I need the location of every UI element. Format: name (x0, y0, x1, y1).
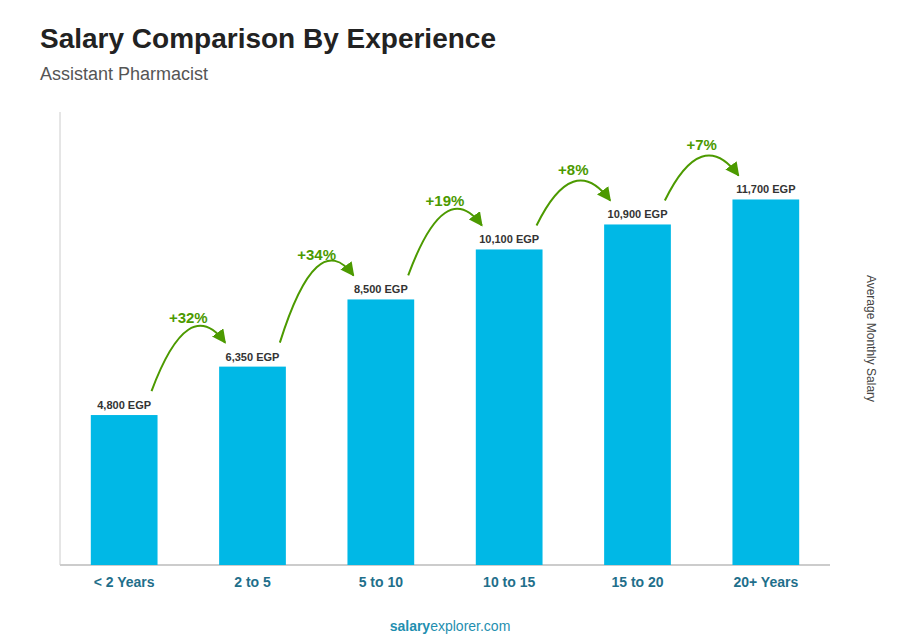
bar (347, 299, 414, 565)
change-arrow (408, 209, 482, 276)
change-arrow (280, 260, 354, 342)
bar (732, 199, 799, 565)
change-arrow (665, 155, 739, 200)
change-label: +7% (686, 136, 716, 153)
bar (476, 249, 543, 565)
watermark: salaryexplorer.com (390, 618, 511, 634)
y-axis-line (60, 112, 61, 565)
bar (604, 224, 671, 565)
title: Salary Comparison By Experience (40, 23, 496, 54)
subtitle: Assistant Pharmacist (40, 64, 208, 84)
change-arrow (537, 180, 611, 225)
value-label: 11,700 EGP (736, 183, 795, 195)
x-tick-label: 20+ Years (733, 574, 798, 590)
change-arrows (152, 155, 739, 391)
x-tick-label: 15 to 20 (611, 574, 663, 590)
x-tick-label: < 2 Years (94, 574, 155, 590)
watermark-bold: salary (390, 618, 431, 634)
chart-container: Salary Comparison By Experience Assistant… (0, 0, 900, 641)
value-label: 4,800 EGP (97, 399, 151, 411)
bars (91, 199, 799, 565)
watermark-normal: explorer.com (430, 618, 510, 634)
bar (91, 415, 158, 565)
x-tick-label: 2 to 5 (234, 574, 271, 590)
x-axis-line (60, 565, 830, 566)
change-arrow (152, 326, 226, 391)
x-tick-label: 5 to 10 (359, 574, 404, 590)
chart: Salary Comparison By Experience Assistant… (0, 0, 900, 641)
bar (219, 367, 286, 565)
value-label: 10,900 EGP (608, 208, 668, 220)
change-label: +19% (426, 192, 465, 209)
value-label: 8,500 EGP (354, 283, 408, 295)
change-label: +32% (169, 309, 208, 326)
value-label: 10,100 EGP (479, 233, 539, 245)
value-label: 6,350 EGP (226, 351, 280, 363)
x-tick-label: 10 to 15 (483, 574, 535, 590)
change-label: +34% (297, 246, 336, 263)
change-label: +8% (558, 161, 588, 178)
y-axis-label: Average Monthly Salary (864, 275, 878, 402)
